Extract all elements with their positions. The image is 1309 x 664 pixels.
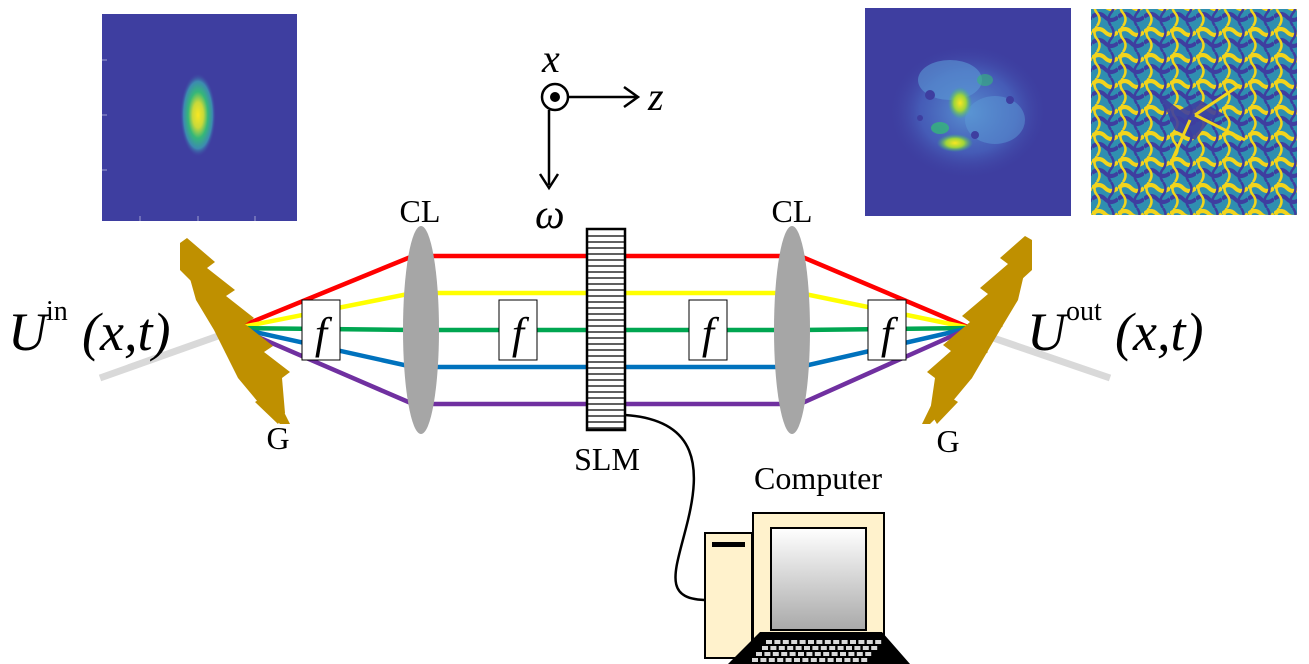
keyboard-key — [777, 658, 784, 662]
keyboard-key — [802, 658, 809, 662]
keyboard-key — [782, 640, 789, 644]
keyboard-key — [820, 646, 827, 650]
svg-text:(x,t): (x,t) — [82, 302, 170, 362]
keyboard-key — [841, 640, 848, 644]
svg-text:U: U — [8, 302, 50, 362]
grating-right — [922, 236, 1032, 424]
keyboard-key — [774, 640, 781, 644]
keyboard-key — [808, 640, 814, 644]
grating-right-label: G — [936, 423, 959, 459]
keyboard-key — [781, 652, 788, 656]
keyboard-key — [795, 646, 802, 650]
computer-icon — [704, 512, 910, 664]
keyboard-key — [856, 652, 863, 656]
keyboard-key — [823, 652, 830, 656]
grating-left-label: G — [266, 420, 289, 456]
focal-length-box-4: f — [867, 299, 907, 361]
keyboard-key — [814, 652, 821, 656]
output-phase-plot — [1091, 9, 1297, 215]
coordinate-axes: x z ω — [535, 36, 664, 238]
keyboard-key — [858, 640, 865, 644]
keyboard-key — [848, 652, 855, 656]
keyboard-key — [791, 640, 798, 644]
keyboard-key — [831, 652, 838, 656]
slm-computer-cable — [624, 413, 709, 602]
output-intensity-plot — [865, 8, 1071, 216]
keyboard-key — [798, 652, 804, 656]
spatial-light-modulator — [585, 227, 627, 432]
svg-text:U: U — [1027, 302, 1069, 362]
grating-left — [180, 238, 290, 424]
cylindrical-lens-right-label: CL — [772, 193, 813, 229]
keyboard-key — [794, 658, 800, 662]
keyboard-key — [852, 658, 859, 662]
keyboard-key — [866, 640, 873, 644]
input-intensity-plot — [102, 14, 297, 221]
keyboard-key — [829, 646, 836, 650]
keyboard-key — [836, 658, 842, 662]
output-field-label: U out (x,t) — [1027, 296, 1203, 362]
keyboard-key — [827, 658, 834, 662]
keyboard-key — [861, 658, 868, 662]
svg-text:out: out — [1066, 296, 1102, 327]
keyboard-key — [756, 652, 762, 656]
keyboard-key — [824, 640, 831, 644]
keyboard-key — [833, 640, 840, 644]
keyboard-key — [844, 658, 851, 662]
focal-length-box-2: f — [498, 299, 538, 361]
keyboard-key — [752, 658, 758, 662]
keyboard-key — [812, 646, 819, 650]
input-field-label: U in (x,t) — [8, 296, 170, 362]
keyboard-key — [760, 658, 767, 662]
focal-length-box-3: f — [688, 299, 728, 361]
keyboard-key — [766, 640, 772, 644]
axis-label-z: z — [647, 74, 664, 119]
svg-text:(x,t): (x,t) — [1115, 302, 1203, 362]
axis-label-omega: ω — [535, 192, 565, 238]
keyboard-key — [854, 646, 861, 650]
keyboard-key — [799, 640, 806, 644]
keyboard-key — [810, 658, 817, 662]
keyboard-key — [785, 658, 792, 662]
keyboard-key — [768, 658, 775, 662]
keyboard-key — [862, 646, 869, 650]
keyboard-key — [819, 658, 826, 662]
keyboard-key — [846, 646, 852, 650]
axis-label-x: x — [541, 36, 560, 81]
keyboard-key — [840, 652, 846, 656]
keyboard-key — [787, 646, 794, 650]
cylindrical-lens-left — [403, 226, 439, 434]
svg-text:in: in — [46, 296, 68, 327]
computer-label: Computer — [754, 460, 882, 496]
keyboard-key — [762, 646, 768, 650]
keyboard-key — [770, 646, 777, 650]
slm-label: SLM — [574, 441, 640, 477]
keyboard-key — [778, 646, 785, 650]
keyboard-key — [875, 640, 882, 644]
cylindrical-lens-right — [774, 226, 810, 434]
keyboard-key — [837, 646, 844, 650]
keyboard-key — [865, 652, 872, 656]
cylindrical-lens-left-label: CL — [400, 193, 441, 229]
keyboard-key — [806, 652, 813, 656]
keyboard-key — [850, 640, 856, 644]
keyboard-key — [772, 652, 779, 656]
keyboard-key — [789, 652, 796, 656]
focal-length-box-1: f — [301, 299, 341, 361]
keyboard-key — [871, 646, 878, 650]
keyboard-key — [804, 646, 810, 650]
keyboard-key — [764, 652, 771, 656]
incident-beam — [98, 326, 237, 382]
keyboard-key — [816, 640, 823, 644]
